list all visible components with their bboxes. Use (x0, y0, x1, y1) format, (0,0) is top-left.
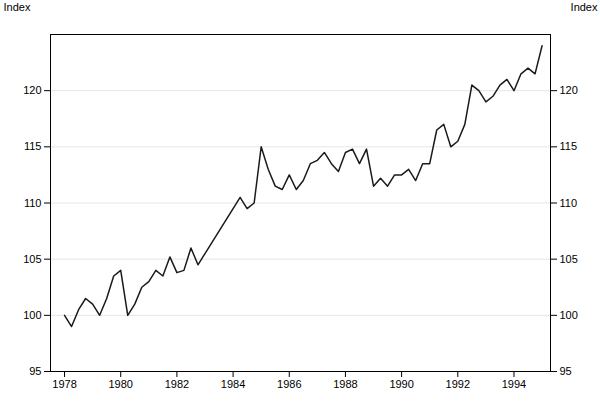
svg-text:105: 105 (560, 253, 578, 265)
svg-text:110: 110 (24, 197, 42, 209)
svg-text:1990: 1990 (389, 378, 413, 390)
svg-text:95: 95 (560, 365, 572, 377)
svg-text:1978: 1978 (52, 378, 76, 390)
svg-text:115: 115 (560, 140, 578, 152)
svg-text:1980: 1980 (108, 378, 132, 390)
svg-text:100: 100 (23, 309, 41, 321)
svg-text:95: 95 (29, 365, 41, 377)
svg-text:1982: 1982 (165, 378, 189, 390)
svg-text:1992: 1992 (446, 378, 470, 390)
svg-text:1984: 1984 (221, 378, 245, 390)
svg-text:110: 110 (560, 197, 578, 209)
svg-text:Index: Index (571, 1, 598, 13)
svg-text:1988: 1988 (333, 378, 357, 390)
svg-text:1986: 1986 (277, 378, 301, 390)
svg-text:105: 105 (23, 253, 41, 265)
svg-text:100: 100 (560, 309, 578, 321)
svg-text:120: 120 (560, 84, 578, 96)
svg-text:120: 120 (23, 84, 41, 96)
svg-text:Index: Index (4, 1, 31, 13)
svg-text:115: 115 (24, 140, 42, 152)
svg-text:1994: 1994 (502, 378, 526, 390)
